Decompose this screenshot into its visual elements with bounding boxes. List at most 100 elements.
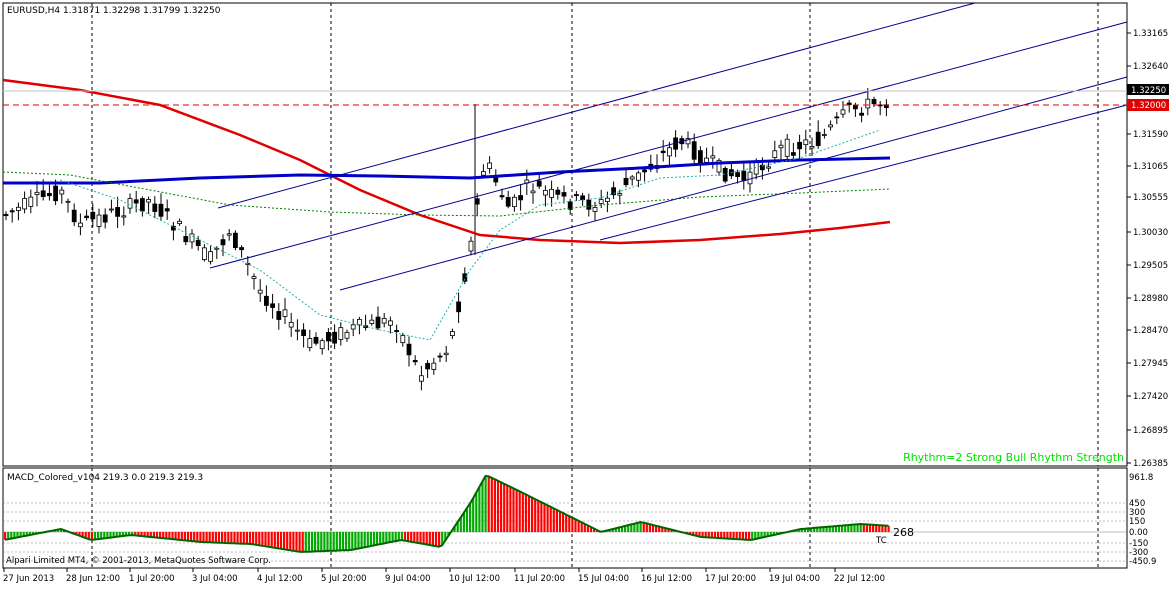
candle-body [778, 144, 784, 149]
candle-body [449, 331, 455, 336]
histogram-bar [444, 532, 447, 541]
time-axis-label: 4 Jul 12:00 [257, 574, 303, 584]
time-axis-label: 11 Jul 20:00 [514, 574, 565, 584]
histogram-bar [171, 532, 174, 540]
histogram-bar [326, 532, 329, 551]
candle-body [443, 352, 449, 356]
histogram-bar [775, 532, 779, 535]
price-axis-label: 1.33165 [1133, 29, 1168, 39]
histogram-bar [608, 529, 611, 532]
candle-body [592, 207, 598, 212]
histogram-bar [186, 532, 190, 541]
histogram-bar [636, 522, 639, 532]
candle-body [288, 321, 294, 328]
histogram-bar [221, 532, 224, 543]
histogram-bar [22, 532, 25, 537]
histogram-bar [543, 503, 546, 532]
candle-body [400, 335, 406, 344]
candle-body [325, 332, 331, 342]
candle-body [183, 236, 189, 243]
histogram-bar [329, 532, 332, 551]
candle-body [437, 355, 443, 358]
histogram-bar [276, 532, 279, 549]
candle-body [716, 159, 722, 173]
histogram-bar [93, 532, 97, 540]
histogram-bar [748, 532, 751, 540]
indicator-pane[interactable]: MACD_Colored_v104 219.3 0.0 219.3 219.3 … [2, 467, 1128, 569]
histogram-bar [376, 532, 379, 545]
candle-body [164, 208, 170, 212]
histogram-bar [56, 529, 59, 532]
time-axis-label: 27 Jun 2013 [3, 574, 54, 584]
histogram-bar [744, 532, 748, 540]
candle-body [152, 203, 158, 212]
histogram-bar [320, 532, 323, 552]
price-axis-label: 1.31590 [1133, 130, 1168, 140]
histogram-bar [168, 532, 171, 539]
histogram-bar [648, 524, 651, 532]
candle-body [158, 203, 164, 217]
candle-body [90, 211, 96, 220]
histogram-bar [723, 532, 726, 539]
histogram-bar [664, 528, 667, 532]
time-axis-label: 1 Jul 20:00 [129, 574, 175, 584]
histogram-bar [577, 520, 580, 532]
candle-body [549, 188, 554, 198]
channel-line[interactable] [599, 104, 1128, 241]
histogram-bar [236, 532, 239, 544]
histogram-bar [496, 480, 500, 532]
histogram-bar [97, 532, 100, 540]
histogram-bar [174, 532, 177, 540]
price-pane[interactable]: EURUSD,H4 1.31871 1.32298 1.31799 1.3225… [2, 2, 1128, 467]
candle-body [822, 134, 827, 136]
histogram-bar [224, 532, 227, 543]
candle-body [468, 240, 474, 252]
candle-body [338, 327, 344, 340]
histogram-bar [441, 532, 444, 546]
time-axis[interactable]: 27 Jun 2013 28 Jun 12:00 1 Jul 20:00 3 Jul … [3, 568, 885, 584]
time-axis-label: 22 Jul 12:00 [834, 574, 885, 584]
candle-body [846, 102, 852, 106]
histogram-bar [273, 532, 276, 548]
histogram-bar [100, 532, 103, 539]
channel-line[interactable] [339, 76, 1128, 291]
histogram-bar [180, 532, 183, 541]
histogram-bar [617, 527, 620, 532]
histogram-bar [803, 528, 806, 532]
histogram-bar [580, 522, 583, 532]
histogram-bar [465, 508, 469, 532]
histogram-bar [431, 532, 434, 546]
candle-body [59, 189, 65, 195]
histogram-bar [872, 524, 875, 532]
indicator-axis-label: 150 [1129, 517, 1145, 527]
histogram-bar [568, 516, 571, 532]
candle-body [636, 172, 641, 181]
indicator-header: MACD_Colored_v104 219.3 0.0 219.3 219.3 [7, 473, 203, 483]
histogram-bar [227, 532, 230, 544]
candle-body [704, 157, 709, 163]
histogram-bar [397, 532, 400, 541]
histogram-bar [155, 532, 159, 538]
histogram-bar [806, 528, 810, 532]
histogram-bar [772, 532, 775, 535]
histogram-bar [438, 532, 441, 547]
histogram-bar [323, 532, 326, 552]
histogram-bar [137, 532, 140, 536]
candle-body [691, 141, 697, 160]
histogram-bar [211, 532, 214, 543]
histogram-bar [84, 532, 87, 539]
time-axis-label: 3 Jul 04:00 [192, 574, 238, 584]
price-axis[interactable]: 1.33165 1.32640 1.31590 1.31065 1.30555 1.300… [1127, 29, 1168, 469]
histogram-bar [78, 532, 81, 536]
candle-body [332, 331, 338, 344]
candle-body [208, 251, 214, 262]
candle-body [65, 200, 71, 203]
histogram-bar [509, 486, 512, 532]
candle-body [598, 199, 604, 204]
histogram-bar [512, 488, 515, 532]
channel-line[interactable] [209, 21, 1128, 269]
histogram-bar [317, 532, 320, 552]
